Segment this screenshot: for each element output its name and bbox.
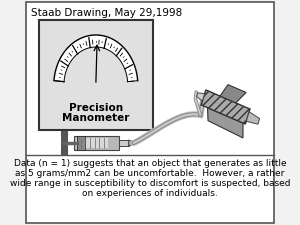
Bar	[118, 140, 129, 146]
Text: on experiences of individuals.: on experiences of individuals.	[82, 189, 218, 198]
Text: Data (n = 1) suggests that an object that generates as little: Data (n = 1) suggests that an object tha…	[14, 159, 286, 168]
Text: wide range in susceptibility to discomfort is suspected, based: wide range in susceptibility to discomfo…	[10, 179, 290, 188]
Polygon shape	[196, 93, 205, 101]
Bar	[77, 136, 85, 150]
Bar	[39, 20, 152, 130]
Text: Staab Drawing, May 29,1998: Staab Drawing, May 29,1998	[31, 8, 182, 18]
Bar	[74, 136, 119, 150]
Polygon shape	[208, 108, 243, 138]
Polygon shape	[220, 85, 246, 103]
Polygon shape	[54, 35, 138, 82]
Bar	[76, 138, 108, 148]
Polygon shape	[246, 112, 260, 124]
Text: Precision: Precision	[69, 103, 123, 113]
Text: as 5 grams/mm2 can be uncomfortable.  However, a rather: as 5 grams/mm2 can be uncomfortable. How…	[15, 169, 285, 178]
Polygon shape	[201, 90, 250, 124]
Text: Manometer: Manometer	[62, 113, 130, 123]
Polygon shape	[129, 140, 134, 146]
